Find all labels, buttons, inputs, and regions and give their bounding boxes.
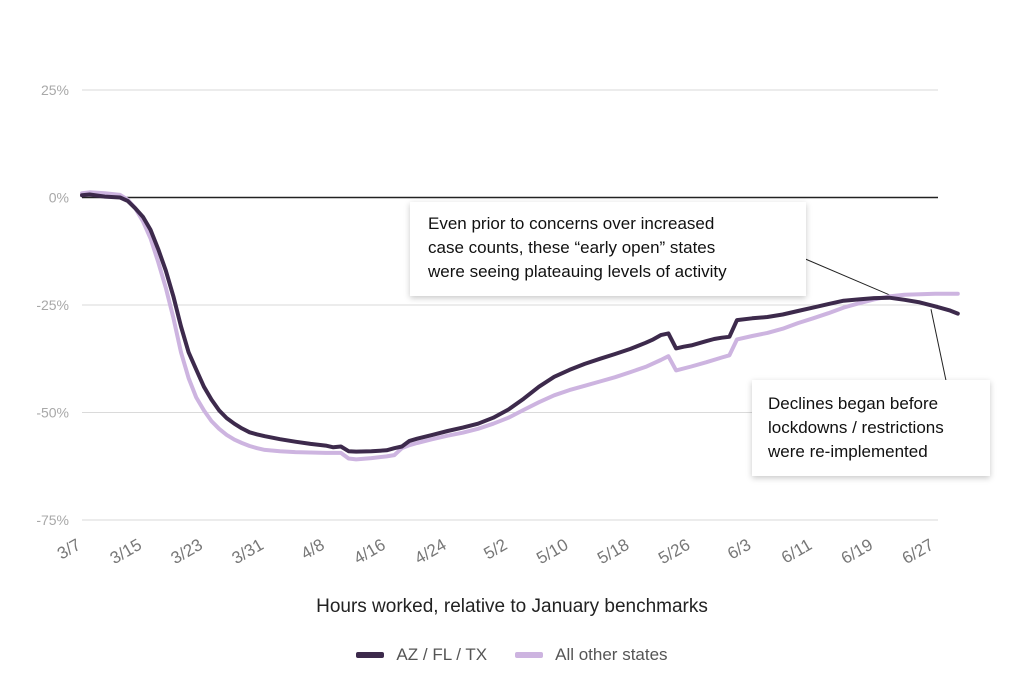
x-tick-label: 6/27 [899, 535, 937, 568]
y-tick-label: -75% [36, 512, 69, 528]
callout-pointers [795, 254, 949, 391]
annotation-line: Even prior to concerns over increased [428, 214, 715, 233]
x-tick-label: 5/2 [481, 535, 511, 563]
series-line-other-states [80, 190, 960, 462]
x-tick-label: 6/11 [778, 535, 815, 567]
legend-label: AZ / FL / TX [396, 645, 488, 664]
y-tick-label: -25% [36, 297, 69, 313]
legend-item-other-states: All other states [515, 645, 668, 665]
x-tick-label: 3/23 [168, 535, 206, 568]
x-tick-label: 3/31 [229, 535, 267, 568]
annotation-line: Declines began before [768, 394, 939, 413]
legend-swatch [356, 652, 385, 658]
x-axis-ticks: 3/7 3/15 3/23 3/31 4/8 4/16 4/24 5/2 5/10 5/18 5/2… [54, 535, 937, 568]
y-tick-label: 25% [41, 82, 69, 98]
legend-label: All other states [555, 645, 668, 664]
legend-swatch [515, 652, 544, 658]
legend-item-az-fl-tx: AZ / FL / TX [356, 645, 487, 665]
callout-pointer [795, 254, 892, 297]
x-tick-label: 3/15 [107, 535, 145, 568]
callout-pointer [930, 309, 949, 391]
x-tick-label: 4/8 [298, 535, 328, 563]
y-tick-label: -50% [36, 405, 69, 421]
y-axis-ticks: 25% 0% -25% -50% -75% [36, 82, 69, 528]
annotation-line: lockdowns / restrictions [768, 418, 944, 437]
x-tick-label: 4/24 [411, 535, 449, 568]
annotation-plateau: Even prior to concerns over increased ca… [410, 202, 806, 296]
series-line-az-fl-tx [80, 192, 960, 454]
legend: AZ / FL / TX All other states [0, 645, 1024, 665]
annotation-line: case counts, these “early open” states [428, 238, 716, 257]
y-tick-label: 0% [49, 190, 69, 206]
annotation-line: were seeing plateauing levels of activit… [428, 262, 727, 281]
x-tick-label: 4/16 [350, 535, 388, 568]
x-tick-label: 3/7 [54, 535, 84, 563]
x-tick-label: 6/19 [838, 535, 876, 568]
annotation-declines: Declines began before lockdowns / restri… [752, 380, 990, 476]
series-lines [80, 190, 960, 462]
annotation-line: were re-implemented [768, 442, 928, 461]
x-tick-label: 5/18 [594, 535, 632, 568]
x-axis-title: Hours worked, relative to January benchm… [316, 596, 708, 617]
x-tick-label: 6/3 [724, 535, 754, 563]
x-tick-label: 5/26 [655, 535, 693, 568]
x-tick-label: 5/10 [533, 535, 571, 568]
